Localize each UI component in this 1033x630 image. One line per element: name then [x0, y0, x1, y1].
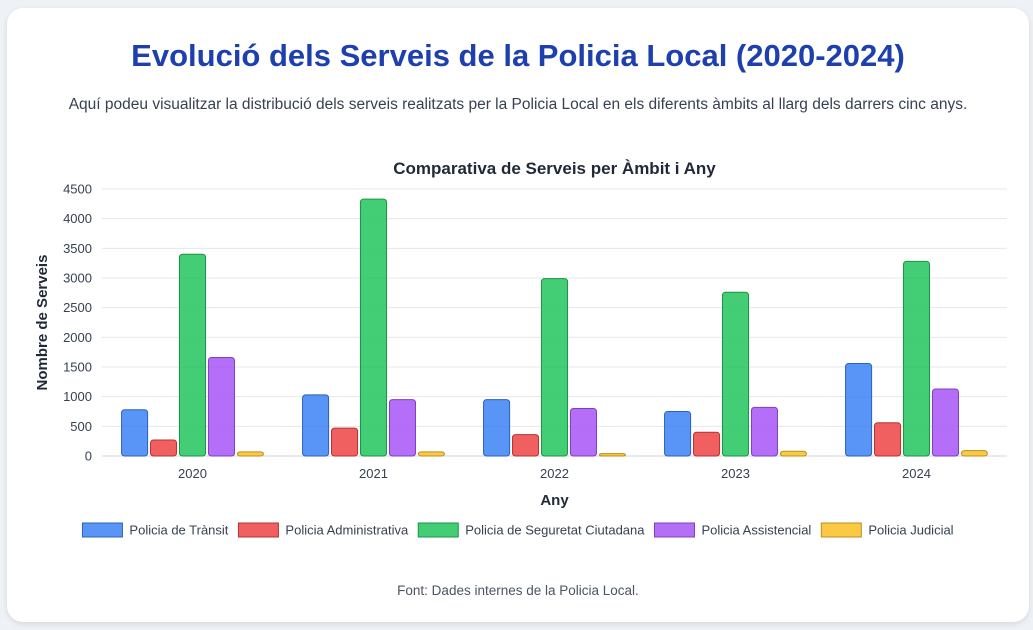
bar [512, 434, 540, 457]
legend-label: Policia Administrativa [285, 523, 409, 538]
bar [302, 394, 330, 457]
y-axis-title: Nombre de Serveis [34, 255, 51, 391]
legend-swatch [820, 522, 862, 538]
legend-swatch [237, 522, 279, 538]
bar [178, 253, 207, 457]
data-source-note: Font: Dades internes de la Policia Local… [397, 583, 639, 598]
bar [121, 409, 149, 457]
bar [874, 422, 902, 457]
bar [388, 399, 416, 457]
y-tick-label: 1500 [63, 360, 92, 375]
y-tick-label: 1000 [63, 389, 92, 404]
y-tick-label: 0 [85, 449, 92, 464]
legend-swatch [417, 522, 459, 538]
bar [845, 362, 873, 457]
y-tick-label: 4000 [63, 211, 92, 226]
y-tick-label: 4500 [63, 182, 92, 197]
legend-label: Policia de Seguretat Ciutadana [465, 523, 645, 538]
bar [902, 260, 931, 457]
content-card: Evolució dels Serveis de la Policia Loca… [7, 8, 1029, 622]
x-tick-label: 2023 [721, 466, 750, 481]
bar [569, 408, 597, 457]
bar [417, 451, 445, 457]
chart-title: Comparativa de Serveis per Àmbit i Any [393, 159, 716, 178]
bar [779, 450, 807, 457]
x-tick-label: 2024 [902, 466, 931, 481]
bar [150, 439, 178, 457]
bar [540, 278, 569, 457]
bar [721, 291, 750, 457]
page-title: Evolució dels Serveis de la Policia Loca… [131, 38, 905, 73]
legend-swatch [653, 522, 695, 538]
bar [960, 450, 988, 457]
y-tick-label: 3500 [63, 241, 92, 256]
legend-label: Policia Judicial [868, 523, 953, 538]
bar [750, 406, 778, 457]
page-subtitle: Aquí podeu visualitzar la distribució de… [68, 96, 968, 113]
x-tick-label: 2022 [540, 466, 569, 481]
x-tick-label: 2021 [359, 466, 388, 481]
bar [664, 411, 692, 457]
y-tick-label: 3000 [63, 271, 92, 286]
bar [331, 427, 359, 457]
y-tick-label: 500 [70, 419, 92, 434]
bar [598, 453, 626, 457]
bar [693, 431, 721, 457]
bar [483, 399, 511, 457]
bar [207, 357, 235, 457]
x-axis-title: Any [540, 492, 569, 509]
bar [359, 198, 388, 457]
legend-label: Policia de Trànsit [129, 523, 228, 538]
legend-label: Policia Assistencial [701, 523, 811, 538]
y-tick-label: 2000 [63, 330, 92, 345]
bar [236, 451, 264, 457]
services-bar-chart: Comparativa de Serveis per Àmbit i Any 0 5… [34, 159, 1007, 538]
bar [931, 388, 959, 457]
legend-swatch [81, 522, 123, 538]
x-tick-label: 2020 [178, 466, 207, 481]
y-tick-label: 2500 [63, 300, 92, 315]
